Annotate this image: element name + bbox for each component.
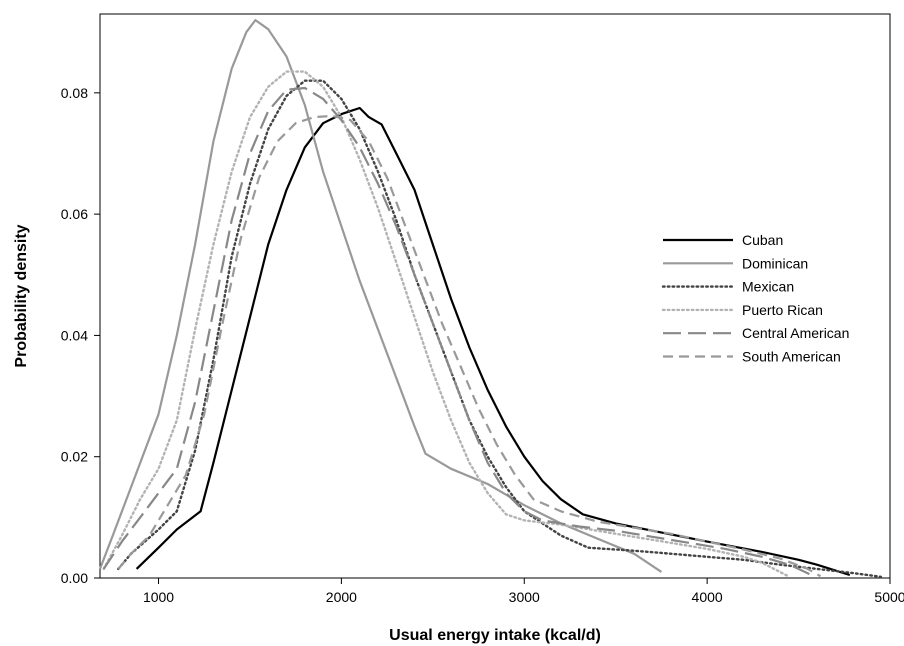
x-tick-label: 4000 xyxy=(692,589,723,605)
y-tick-label: 0.08 xyxy=(61,85,88,101)
series-line-south-american xyxy=(117,114,822,578)
legend-label: Mexican xyxy=(742,279,794,295)
x-tick-label: 5000 xyxy=(874,589,904,605)
legend-label: South American xyxy=(742,349,841,365)
legend-label: Dominican xyxy=(742,255,808,271)
y-tick-label: 0.04 xyxy=(61,327,88,343)
series-line-central-american xyxy=(102,86,812,576)
series-line-cuban xyxy=(135,106,851,577)
legend-label: Cuban xyxy=(742,232,783,248)
x-tick-label: 3000 xyxy=(509,589,540,605)
legend-label: Central American xyxy=(742,325,849,341)
y-axis: 0.00 0.02 0.04 0.06 0.08 xyxy=(61,85,100,586)
legend: Cuban Dominican Mexican Puerto Rican Central… xyxy=(661,232,849,365)
x-tick-label: 2000 xyxy=(326,589,357,605)
y-tick-label: 0.02 xyxy=(61,449,88,465)
x-tick-label: 1000 xyxy=(143,589,174,605)
plot-frame xyxy=(99,13,891,579)
y-axis-title: Probability density xyxy=(13,224,30,367)
y-tick-label: 0.06 xyxy=(61,206,88,222)
series-layer xyxy=(98,19,883,578)
x-axis: 1000 2000 3000 4000 5000 xyxy=(143,578,904,605)
legend-label: Puerto Rican xyxy=(742,302,823,318)
series-line-puerto-rican xyxy=(102,70,791,578)
y-tick-label: 0.00 xyxy=(61,570,88,586)
x-axis-title: Usual energy intake (kcal/d) xyxy=(389,627,601,644)
